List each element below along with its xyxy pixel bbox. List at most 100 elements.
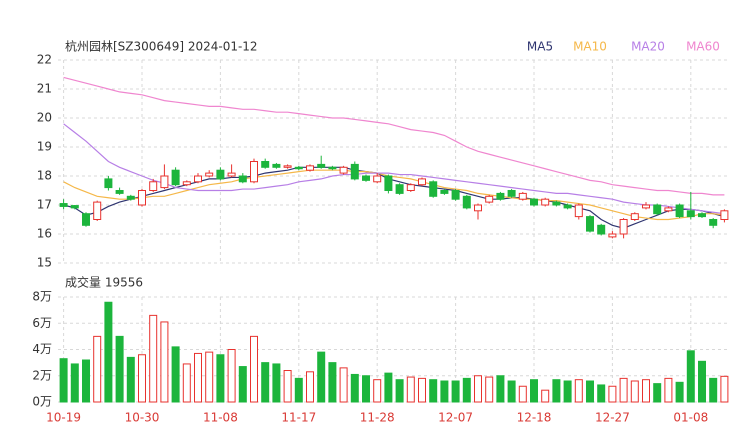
x-tick-label: 10-30 bbox=[125, 411, 160, 425]
chart-title: 杭州园林[SZ300649] 2024-01-12 bbox=[65, 39, 258, 54]
volume-bar bbox=[294, 377, 303, 403]
candle-body bbox=[395, 184, 404, 194]
candle-body bbox=[339, 166, 348, 174]
candle-body bbox=[698, 213, 706, 218]
candle-body bbox=[283, 165, 292, 168]
x-tick-label: 11-17 bbox=[281, 411, 316, 425]
candle-body bbox=[530, 198, 538, 206]
candle-body bbox=[272, 163, 281, 168]
candle-body bbox=[474, 204, 482, 212]
volume-bar bbox=[686, 350, 695, 403]
candle-body bbox=[362, 175, 370, 181]
candle-body bbox=[227, 172, 236, 177]
volume-bar bbox=[653, 383, 662, 403]
candle-body bbox=[59, 203, 68, 207]
x-tick-label: 10-19 bbox=[46, 411, 81, 425]
volume-bar bbox=[205, 351, 214, 403]
volume-bar bbox=[104, 301, 113, 403]
candle-body bbox=[675, 204, 684, 218]
y-tick-label: 2万 bbox=[32, 368, 52, 382]
volume-bar bbox=[272, 363, 281, 403]
candle-body bbox=[608, 233, 617, 238]
volume-bar bbox=[418, 377, 426, 403]
candle-body bbox=[429, 181, 438, 197]
volume-bar bbox=[70, 363, 79, 403]
volume-bar bbox=[720, 375, 729, 403]
volume-bar bbox=[664, 377, 673, 403]
volume-bar bbox=[429, 379, 438, 403]
candle-body bbox=[664, 207, 673, 212]
volume-bar bbox=[507, 380, 516, 403]
candle-body bbox=[294, 166, 303, 170]
y-tick-label: 20 bbox=[37, 111, 52, 125]
volume-bar bbox=[171, 346, 180, 403]
candle-body bbox=[485, 195, 494, 203]
y-tick-label: 0万 bbox=[32, 395, 52, 409]
candle-body bbox=[149, 181, 158, 192]
candle-body bbox=[642, 204, 650, 209]
candle-body bbox=[261, 161, 270, 168]
candle-body bbox=[518, 192, 527, 200]
x-tick-label: 12-18 bbox=[517, 411, 552, 425]
candle-body bbox=[194, 175, 202, 183]
volume-bar bbox=[675, 381, 684, 403]
volume-bar bbox=[462, 377, 471, 403]
volume-bar bbox=[574, 379, 583, 403]
candle-body bbox=[216, 169, 225, 180]
y-tick-label: 17 bbox=[37, 198, 52, 212]
ma-line bbox=[63, 76, 725, 196]
x-tick-label: 12-07 bbox=[438, 411, 473, 425]
volume-bar bbox=[619, 377, 628, 403]
candle-body bbox=[306, 165, 314, 171]
volume-bar bbox=[440, 380, 449, 403]
ma-line bbox=[63, 123, 725, 215]
candle-body bbox=[160, 175, 169, 189]
volume-bar bbox=[474, 375, 482, 403]
volume-bar bbox=[339, 367, 348, 403]
volume-bar bbox=[317, 351, 326, 403]
volume-bar bbox=[194, 352, 202, 403]
volume-bar bbox=[227, 349, 236, 403]
candle-body bbox=[328, 166, 337, 170]
candle-body bbox=[619, 219, 628, 235]
candle-body bbox=[720, 210, 729, 221]
candle-body bbox=[373, 175, 382, 183]
x-tick-label: 01-08 bbox=[673, 411, 708, 425]
volume-bar bbox=[406, 376, 415, 403]
candle-body bbox=[496, 192, 505, 200]
candle-body bbox=[462, 195, 471, 209]
volume-bar bbox=[530, 379, 538, 403]
volume-bar bbox=[82, 359, 90, 403]
y-tick-label: 6万 bbox=[32, 316, 52, 330]
candle-body bbox=[82, 213, 90, 226]
volume-title: 成交量 19556 bbox=[65, 275, 143, 290]
candle-body bbox=[171, 169, 180, 186]
candle-body bbox=[709, 219, 718, 226]
candle-body bbox=[507, 190, 516, 197]
y-tick-label: 21 bbox=[37, 82, 52, 96]
y-tick-label: 18 bbox=[37, 169, 52, 183]
x-tick-label: 11-08 bbox=[203, 411, 238, 425]
candle-body bbox=[597, 224, 606, 235]
candle-body bbox=[406, 184, 415, 191]
volume-bar bbox=[306, 371, 314, 403]
volume-bar bbox=[395, 379, 404, 403]
candle-body bbox=[653, 204, 662, 215]
volume-bar bbox=[93, 335, 102, 403]
volume-bar bbox=[642, 379, 650, 403]
volume-bar bbox=[709, 377, 718, 403]
volume-bar bbox=[126, 356, 135, 403]
volume-bar bbox=[115, 335, 124, 403]
volume-bar bbox=[384, 372, 393, 403]
y-tick-label: 22 bbox=[37, 53, 52, 67]
volume-bar bbox=[563, 380, 572, 403]
candle-body bbox=[238, 175, 247, 183]
candle-body bbox=[552, 201, 561, 206]
volume-bar bbox=[160, 321, 169, 403]
candle-body bbox=[115, 190, 124, 194]
candle-body bbox=[138, 190, 146, 206]
candle-body bbox=[250, 161, 258, 183]
candle-body bbox=[93, 201, 102, 221]
volume-bar bbox=[608, 385, 617, 403]
volume-bar bbox=[59, 358, 68, 403]
